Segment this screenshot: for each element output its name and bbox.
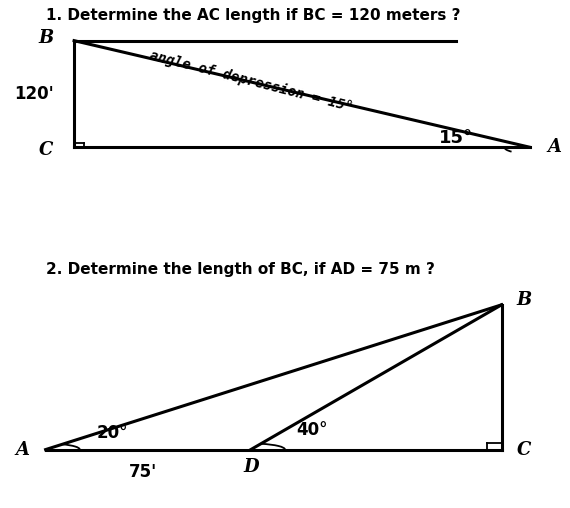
Text: A: A bbox=[16, 440, 30, 459]
Text: 120': 120' bbox=[14, 85, 54, 103]
Text: B: B bbox=[38, 29, 53, 47]
Text: 40°: 40° bbox=[296, 422, 328, 439]
Text: 20°: 20° bbox=[97, 424, 128, 442]
Text: C: C bbox=[38, 141, 53, 159]
Text: 2. Determine the length of BC, if AD = 75 m ?: 2. Determine the length of BC, if AD = 7… bbox=[46, 262, 434, 277]
Text: 15°: 15° bbox=[439, 130, 473, 147]
Text: angle of depression = 15°: angle of depression = 15° bbox=[148, 49, 355, 115]
Text: 1. Determine the AC length if BC = 120 meters ?: 1. Determine the AC length if BC = 120 m… bbox=[46, 8, 460, 23]
Text: 75': 75' bbox=[128, 463, 157, 482]
Text: C: C bbox=[517, 440, 532, 459]
Text: A: A bbox=[547, 138, 561, 156]
Text: B: B bbox=[517, 291, 532, 309]
Text: D: D bbox=[243, 458, 259, 477]
